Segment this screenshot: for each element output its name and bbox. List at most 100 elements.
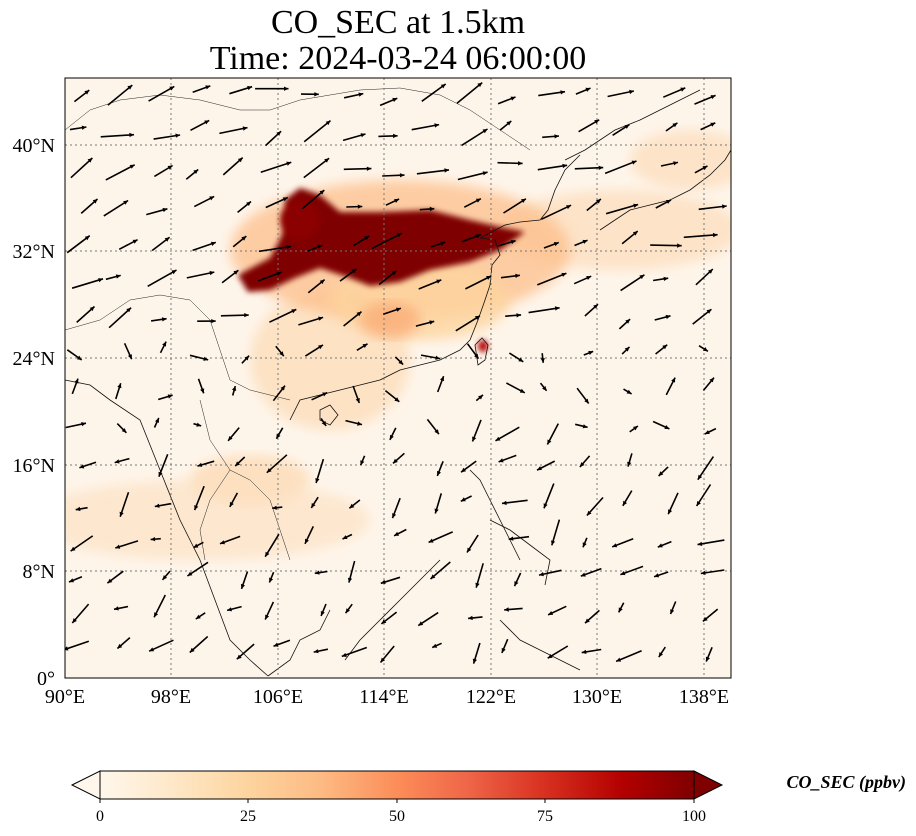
- wind-vector-head: [265, 614, 270, 620]
- wind-vector-head: [518, 161, 523, 166]
- wind-vector-head: [434, 429, 439, 435]
- wind-vector: [574, 166, 604, 170]
- wind-vector-head: [356, 311, 362, 317]
- wind-vector-head: [562, 163, 568, 169]
- wind-vector-head: [664, 425, 670, 429]
- wind-vector-head: [282, 197, 288, 202]
- wind-vector-head: [196, 422, 202, 427]
- wind-vector-head: [127, 354, 132, 360]
- wind-vector-head: [149, 647, 155, 652]
- wind-vector-head: [516, 313, 522, 318]
- wind-vector-head: [81, 125, 87, 130]
- wind-vector-head: [477, 82, 483, 88]
- lon-tick-label: 106°E: [253, 686, 303, 708]
- wind-vector-head: [554, 306, 560, 311]
- colorbar-tick-label: 25: [240, 808, 256, 825]
- wind-vector-head: [291, 309, 297, 314]
- wind-vector-head: [154, 503, 160, 508]
- wind-vector-head: [244, 313, 249, 318]
- wind-vector-head: [398, 359, 404, 365]
- wind-vector-head: [581, 649, 587, 654]
- wind-vector: [461, 128, 488, 147]
- wind-vector: [71, 278, 104, 289]
- wind-vector: [301, 189, 325, 210]
- wind-vector: [303, 157, 330, 179]
- colorbar-extend-min: [70, 770, 101, 800]
- wind-vector-head: [341, 652, 347, 657]
- lon-tick-label: 114°E: [359, 686, 408, 708]
- wind-vector-head: [663, 276, 669, 281]
- wind-vector-head: [209, 196, 215, 201]
- wind-vector-head: [265, 551, 270, 557]
- lon-tick-label: 130°E: [572, 686, 622, 708]
- wind-vector-head: [543, 503, 548, 509]
- wind-vector-head: [74, 378, 79, 384]
- wind-vector-head: [474, 353, 479, 359]
- wind-vector-head: [321, 420, 327, 426]
- wind-vector-head: [162, 341, 167, 347]
- wind-vector: [457, 171, 488, 181]
- wind-vector-head: [194, 505, 199, 511]
- wind-vector-head: [435, 355, 441, 360]
- wind-vector-head: [107, 578, 113, 584]
- wind-vector: [605, 203, 639, 215]
- wind-vector-head: [197, 462, 203, 467]
- wind-vector-head: [79, 464, 85, 469]
- wind-vector-head: [69, 578, 74, 583]
- wind-vector: [615, 650, 642, 663]
- wind-vector-head: [203, 356, 209, 361]
- wind-vector-head: [325, 120, 331, 126]
- wind-vector: [260, 161, 292, 174]
- wind-vector-head: [92, 199, 98, 204]
- wind-vector-head: [697, 541, 703, 546]
- wind-vector: [537, 164, 568, 171]
- wind-vector-head: [434, 123, 440, 128]
- colorbar-tick-label: 75: [537, 808, 553, 825]
- wind-vector-head: [342, 535, 348, 539]
- wind-vector-head: [98, 278, 103, 283]
- wind-vector: [103, 199, 129, 217]
- wind-vector-head: [625, 319, 631, 324]
- wind-vector-head: [126, 307, 132, 313]
- wind-vector-head: [434, 508, 439, 514]
- wind-vector-head: [187, 571, 193, 576]
- wind-vector-head: [444, 168, 449, 173]
- wind-vector-head: [84, 235, 90, 241]
- wind-vector-head: [154, 612, 159, 618]
- lon-tick-label: 138°E: [679, 686, 729, 708]
- wind-vector-head: [129, 164, 135, 169]
- wind-vector-head: [702, 165, 708, 170]
- wind-vector-head: [236, 654, 242, 660]
- wind-vector-head: [697, 474, 703, 480]
- wind-vector-head: [598, 165, 604, 170]
- wind-vector-head: [360, 133, 366, 138]
- wind-vector: [650, 244, 682, 247]
- gridlines: [65, 78, 731, 678]
- wind-vector-head: [518, 357, 524, 362]
- wind-vector-head: [616, 657, 622, 662]
- wind-vector-head: [429, 206, 435, 212]
- wind-vector: [697, 456, 715, 481]
- wind-vector-head: [680, 87, 686, 92]
- wind-vector-head: [362, 343, 368, 348]
- wind-vector-head: [702, 616, 708, 622]
- wind-vector-head: [436, 279, 442, 284]
- wind-vector-head: [115, 544, 121, 549]
- wind-vector-head: [700, 570, 706, 575]
- wind-vector: [186, 271, 215, 279]
- wind-vector-head: [286, 245, 292, 250]
- wind-vector-head: [418, 621, 424, 626]
- wind-vector-head: [478, 394, 483, 400]
- wind-vector-head: [318, 344, 323, 350]
- wind-vector-head: [355, 398, 360, 403]
- wind-vector-head: [189, 647, 195, 653]
- wind-vector-head: [396, 233, 402, 238]
- lon-tick-label: 90°E: [45, 686, 85, 708]
- wind-vector-head: [358, 92, 364, 97]
- wind-vector-head: [195, 614, 201, 619]
- wind-vector-head: [547, 439, 552, 445]
- wind-vector-head: [162, 575, 168, 580]
- wind-vector-head: [117, 643, 123, 649]
- wind-vector-head: [394, 199, 400, 203]
